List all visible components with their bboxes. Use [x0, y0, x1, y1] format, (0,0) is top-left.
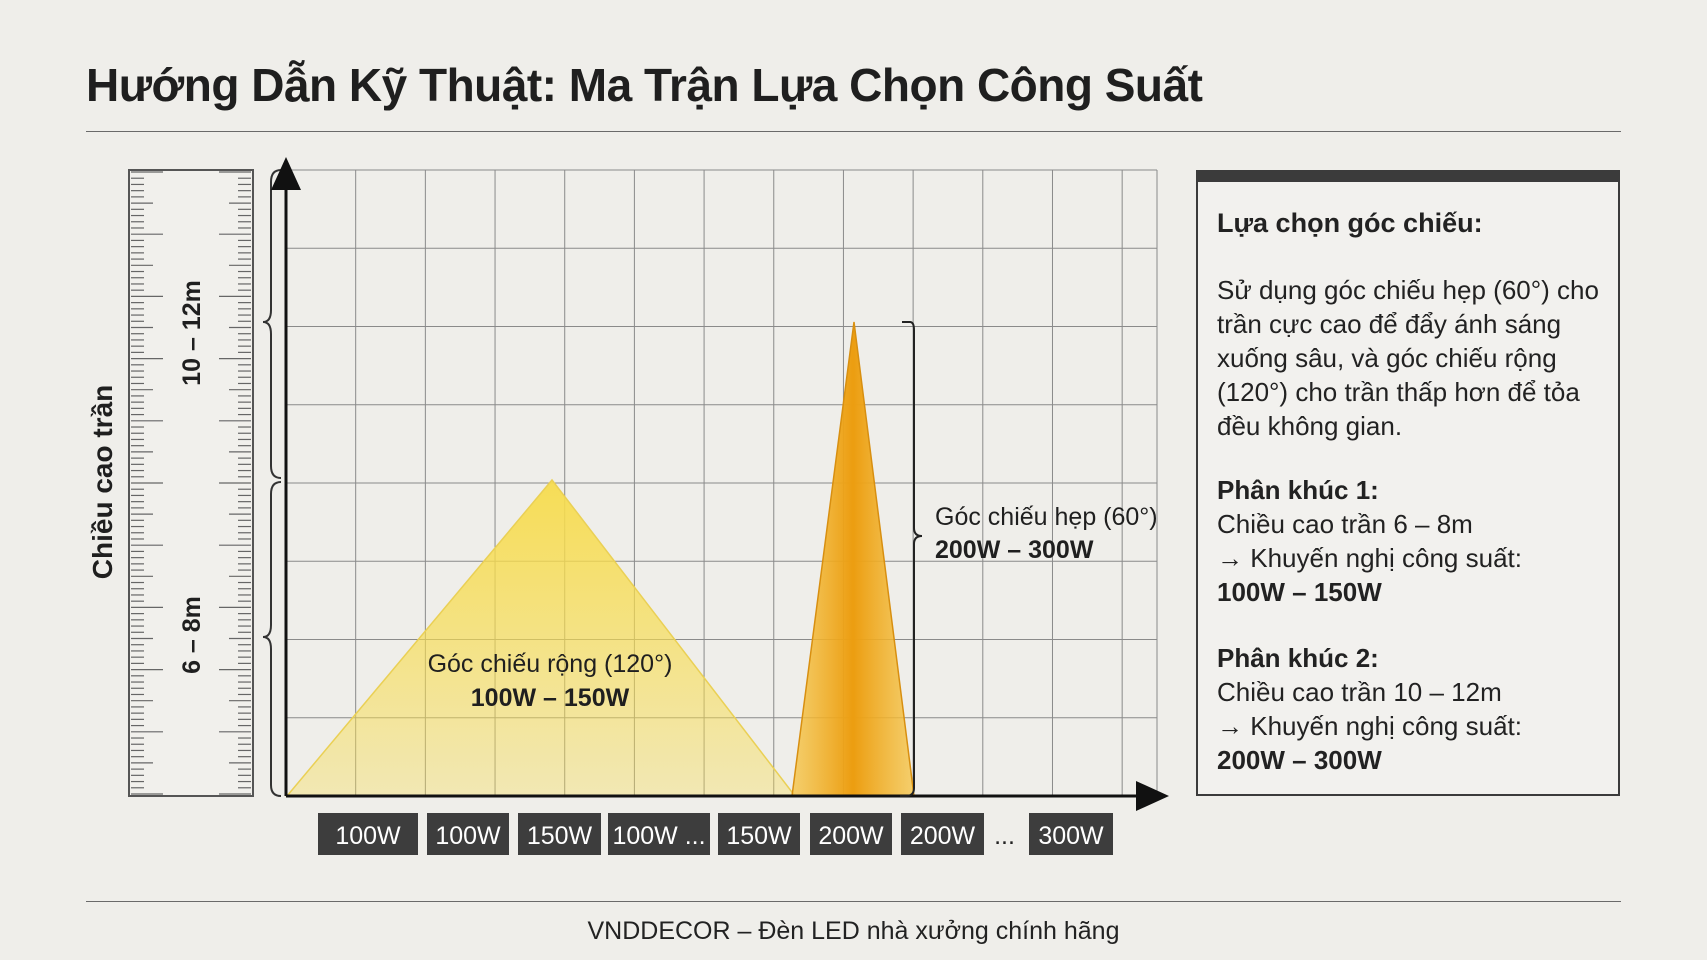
x-tick-label: 100W — [335, 822, 401, 850]
x-tick-label: 300W — [1038, 822, 1104, 850]
segment-1-recommend: → Khuyến nghị công suất: — [1217, 543, 1522, 573]
height-ruler — [128, 169, 254, 797]
x-tick-label: ... — [994, 822, 1015, 850]
x-tick-box — [427, 813, 509, 855]
narrow-beam-power: 200W – 300W — [935, 536, 1094, 564]
wide-beam-triangle — [285, 478, 797, 797]
x-tick-box — [518, 813, 601, 855]
x-tick-label: 200W — [818, 822, 884, 850]
x-tick-box — [810, 813, 892, 855]
segment-1-power: 100W – 150W — [1217, 577, 1382, 607]
segment-2-power: 200W – 300W — [1217, 745, 1382, 775]
narrow-beam-label: Góc chiếu hẹp (60°) — [935, 503, 1158, 531]
x-tick-label: 100W ... — [612, 822, 705, 850]
height-range-high: 10 – 12m — [178, 280, 206, 386]
segment-2-height: Chiều cao trần 10 – 12m — [1217, 677, 1502, 707]
segment-2: Phân khúc 2: Chiều cao trần 10 – 12m → K… — [1217, 641, 1600, 777]
segment-1-height: Chiều cao trần 6 – 8m — [1217, 509, 1473, 539]
segment-2-title: Phân khúc 2: — [1217, 643, 1379, 673]
title-divider — [86, 131, 1621, 132]
segment-2-recommend: → Khuyến nghị công suất: — [1217, 711, 1522, 741]
x-tick-label: 200W — [910, 822, 976, 850]
x-tick-box — [1029, 813, 1113, 855]
x-tick-label: 100W — [435, 822, 501, 850]
brace-low-range — [262, 481, 282, 797]
info-description: Sử dụng góc chiếu hẹp (60°) cho trần cực… — [1217, 275, 1599, 441]
y-axis-label: Chiều cao trần — [87, 385, 118, 579]
narrow-beam-bracket — [900, 321, 923, 797]
narrow-beam-triangle — [791, 321, 915, 797]
x-tick-label: 150W — [527, 822, 593, 850]
footer-text: VNDDECOR – Đèn LED nhà xưởng chính hãng — [587, 917, 1120, 945]
page-title: Hướng Dẫn Kỹ Thuật: Ma Trận Lựa Chọn Côn… — [86, 59, 1203, 111]
power-selection-diagram: Chiều cao trần 6 – 8m 10 – 12m Góc chiếu… — [87, 157, 1169, 855]
height-range-low: 6 – 8m — [178, 596, 206, 674]
x-tick-box — [901, 813, 984, 855]
x-tick-box — [608, 813, 710, 855]
info-panel: Lựa chọn góc chiếu: Sử dụng góc chiếu hẹ… — [1196, 170, 1620, 796]
x-tick-box — [718, 813, 800, 855]
segment-1-title: Phân khúc 1: — [1217, 475, 1379, 505]
x-axis-ticks: 100W 100W 150W 100W ... 150W 200W 200W... 300W — [318, 813, 1113, 855]
footer-divider — [86, 901, 1621, 902]
wide-beam-label: Góc chiếu rộng (120°) — [428, 650, 673, 678]
wide-beam-power: 100W – 150W — [471, 684, 630, 712]
x-tick-label: 150W — [726, 822, 792, 850]
x-tick-box — [318, 813, 418, 855]
info-heading: Lựa chọn góc chiếu: — [1217, 208, 1483, 238]
segment-1: Phân khúc 1: Chiều cao trần 6 – 8m → Khu… — [1217, 473, 1600, 609]
brace-high-range — [262, 169, 282, 479]
